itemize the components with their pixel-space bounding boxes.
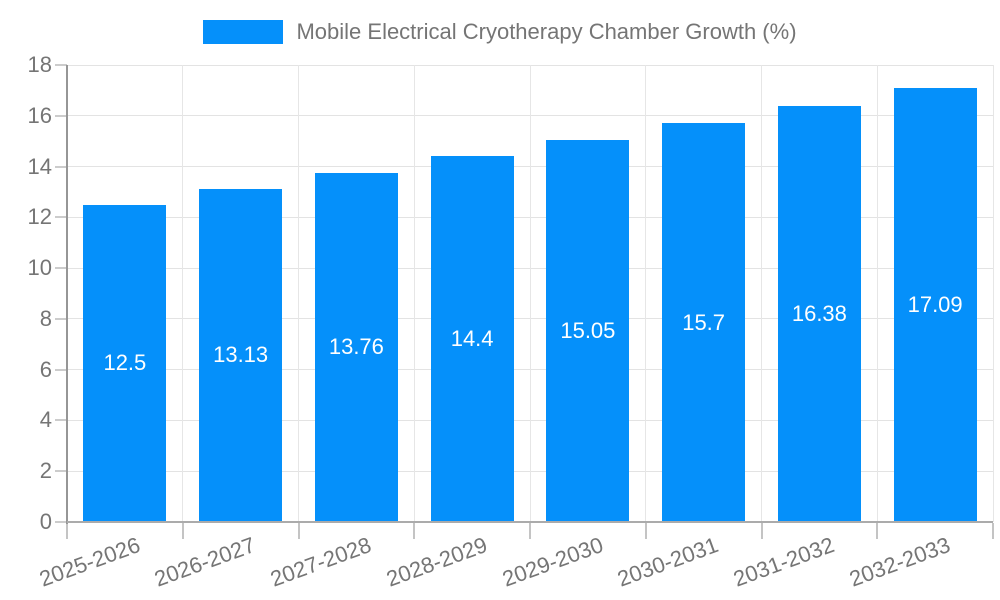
y-axis-tick-label: 14 — [27, 153, 52, 179]
x-gridline — [529, 65, 531, 522]
x-axis-tick — [297, 523, 300, 539]
y-axis-tick — [55, 216, 67, 219]
y-axis-tick — [55, 368, 67, 371]
x-gridline — [645, 65, 647, 522]
legend-color-swatch[interactable] — [203, 20, 284, 44]
x-axis-tick-label: 2025-2026 — [35, 532, 144, 592]
x-axis-tick — [992, 523, 994, 539]
y-axis-tick-label: 0 — [39, 509, 52, 534]
x-gridline — [182, 65, 184, 522]
x-axis-tick — [181, 523, 184, 539]
bar — [314, 172, 398, 522]
y-axis-tick-label: 12 — [27, 204, 52, 230]
y-axis-line — [66, 65, 68, 524]
y-axis-tick — [55, 64, 67, 66]
x-axis-tick — [760, 523, 763, 539]
bar — [430, 156, 514, 522]
y-axis-tick — [55, 317, 67, 320]
bar-value-label: 15.05 — [560, 317, 616, 343]
y-axis-tick — [55, 114, 67, 117]
x-axis-tick — [66, 523, 68, 539]
bar — [662, 123, 746, 522]
bar — [546, 139, 630, 522]
bar-value-label: 15.7 — [682, 309, 726, 335]
y-axis-tick — [55, 521, 67, 523]
bar-value-label: 17.09 — [907, 292, 963, 318]
y-axis-tick-label: 16 — [27, 102, 52, 128]
y-axis-tick-label: 10 — [27, 255, 52, 281]
x-gridline — [876, 65, 878, 522]
y-axis-tick-label: 18 — [27, 52, 52, 77]
bar — [777, 106, 861, 522]
y-axis-tick-label: 4 — [39, 407, 52, 433]
bar — [83, 204, 167, 522]
y-axis-tick — [55, 470, 67, 473]
x-gridline — [761, 65, 762, 522]
bar-value-label: 16.38 — [791, 301, 847, 327]
x-gridline — [413, 65, 415, 522]
x-axis-tick — [644, 523, 647, 539]
x-axis-line — [67, 521, 993, 523]
x-axis-tick-label: 2029-2030 — [498, 532, 607, 592]
bar — [893, 88, 977, 522]
x-gridline — [298, 65, 299, 522]
legend-series-label[interactable]: Mobile Electrical Cryotherapy Chamber Gr… — [296, 19, 797, 44]
x-axis-tick-label: 2030-2031 — [614, 532, 722, 592]
x-axis-tick-label: 2027-2028 — [267, 532, 375, 592]
x-axis-tick — [876, 523, 879, 539]
y-axis-tick-label: 2 — [39, 458, 52, 484]
x-axis-tick — [529, 523, 531, 539]
y-axis-tick-label: 6 — [39, 356, 52, 382]
y-axis-tick — [55, 419, 67, 422]
y-axis-tick — [55, 267, 67, 270]
x-axis-tick-label: 2031-2032 — [730, 532, 838, 592]
x-gridline — [992, 65, 994, 522]
legend: Mobile Electrical Cryotherapy Chamber Gr… — [0, 19, 1000, 45]
y-axis-tick — [55, 165, 67, 168]
bar-value-label: 12.5 — [103, 350, 147, 376]
x-axis-tick-label: 2028-2029 — [382, 532, 491, 592]
bar-value-label: 13.76 — [328, 334, 384, 360]
bar — [199, 188, 283, 522]
x-axis-tick-label: 2032-2033 — [845, 532, 954, 592]
bar-value-label: 14.4 — [450, 326, 494, 352]
y-axis-tick-label: 8 — [39, 305, 52, 331]
x-axis-tick — [413, 523, 416, 539]
bar-value-label: 13.13 — [213, 342, 269, 368]
x-axis-tick-label: 2026-2027 — [151, 532, 259, 592]
